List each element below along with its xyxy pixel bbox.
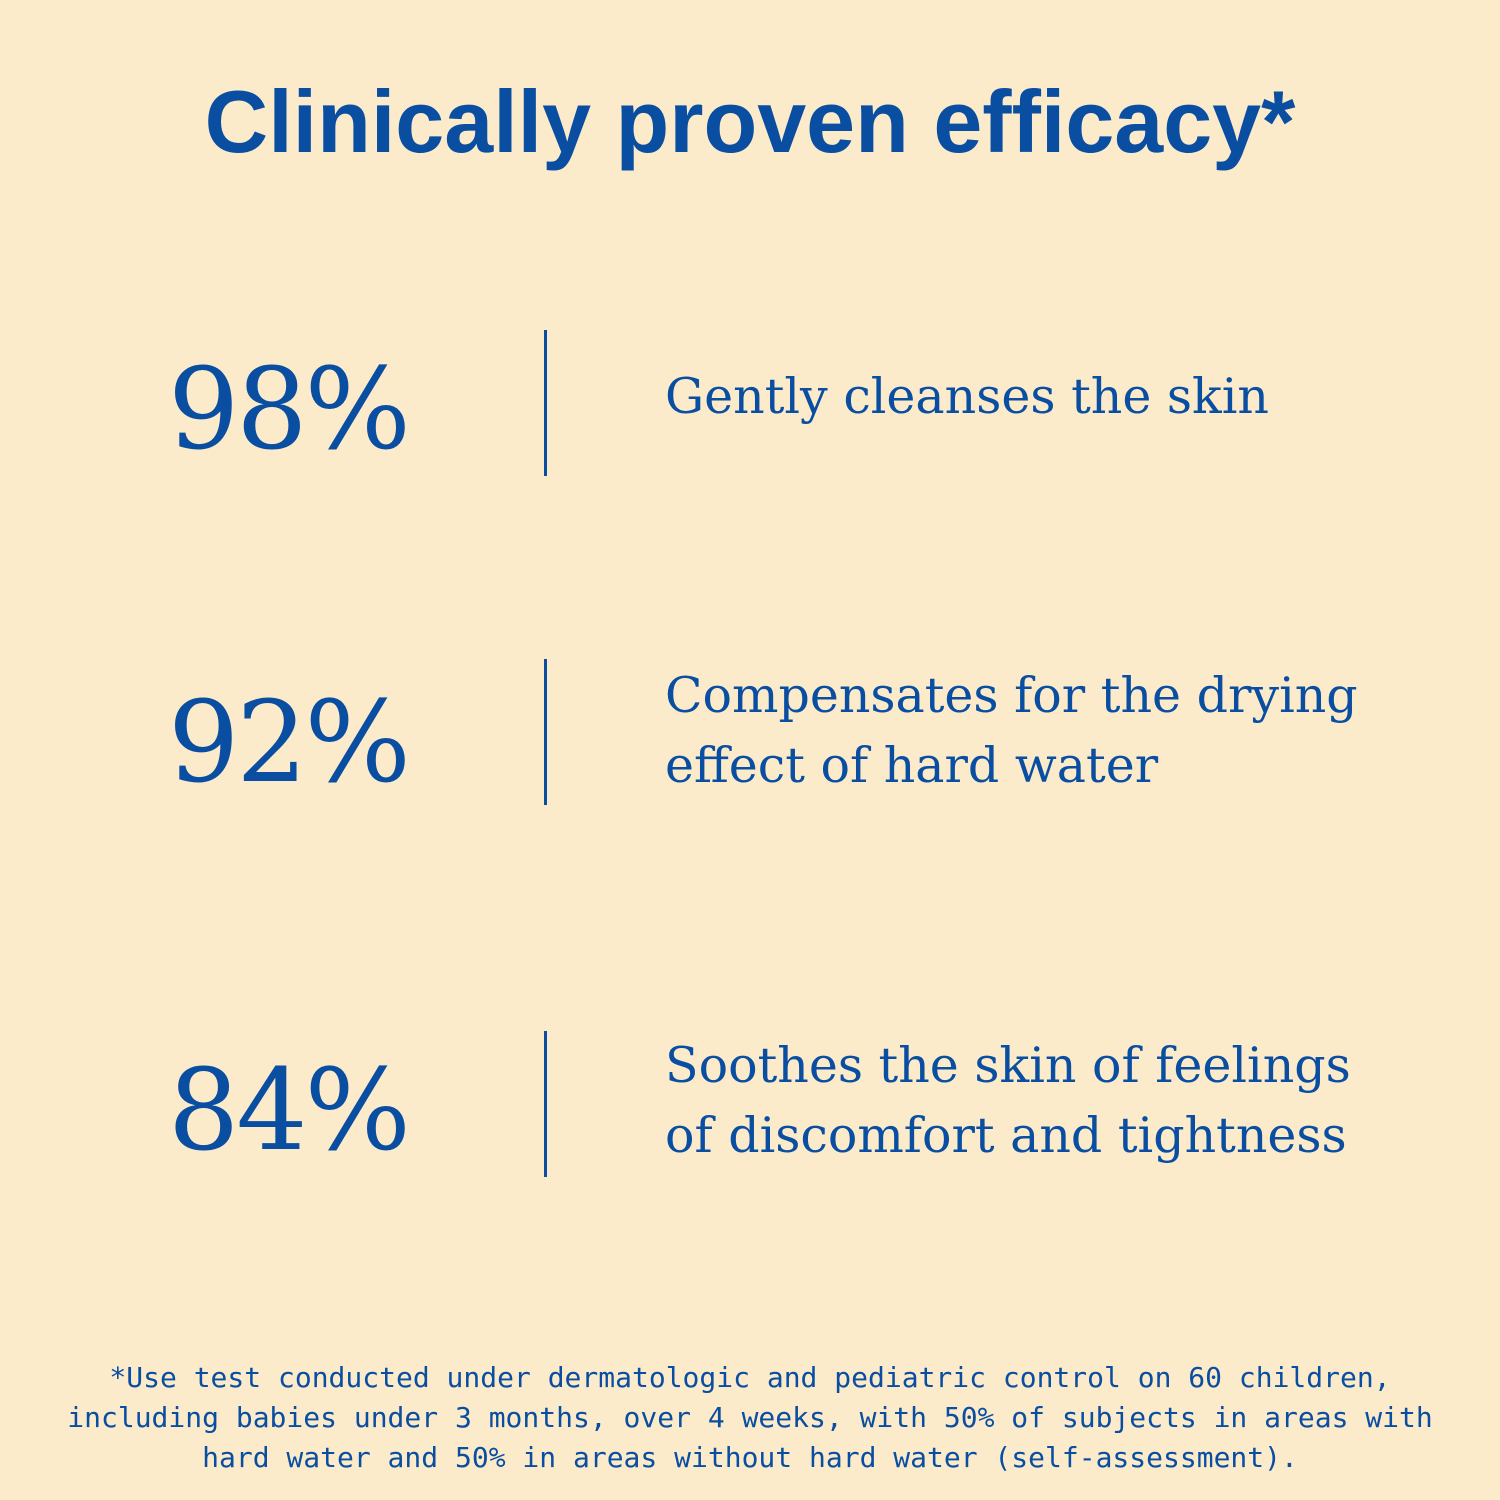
- stat-description-line: Gently cleanses the skin: [665, 368, 1269, 425]
- stat-description-line: Compensates for the drying: [665, 667, 1358, 724]
- stat-percentage: 84%: [168, 1046, 411, 1176]
- stat-description: Compensates for the drying effect of har…: [665, 661, 1455, 801]
- stat-percentage: 98%: [168, 345, 411, 475]
- page-title: Clinically proven efficacy*: [204, 72, 1296, 171]
- stat-divider: [544, 1031, 547, 1177]
- footnote-line: *Use test conducted under dermatologic a…: [109, 1361, 1391, 1394]
- footnote: *Use test conducted under dermatologic a…: [40, 1358, 1460, 1478]
- stat-description-line: of discomfort and tightness: [665, 1107, 1347, 1164]
- stat-percentage: 92%: [168, 678, 411, 808]
- footnote-line: including babies under 3 months, over 4 …: [67, 1401, 1433, 1434]
- footnote-line: hard water and 50% in areas without hard…: [202, 1441, 1298, 1474]
- stat-description-line: effect of hard water: [665, 737, 1159, 794]
- stat-description-line: Soothes the skin of feelings: [665, 1037, 1351, 1094]
- stat-description: Gently cleanses the skin: [665, 362, 1455, 432]
- stat-divider: [544, 330, 547, 476]
- stat-description: Soothes the skin of feelings of discomfo…: [665, 1031, 1455, 1171]
- stat-divider: [544, 659, 547, 805]
